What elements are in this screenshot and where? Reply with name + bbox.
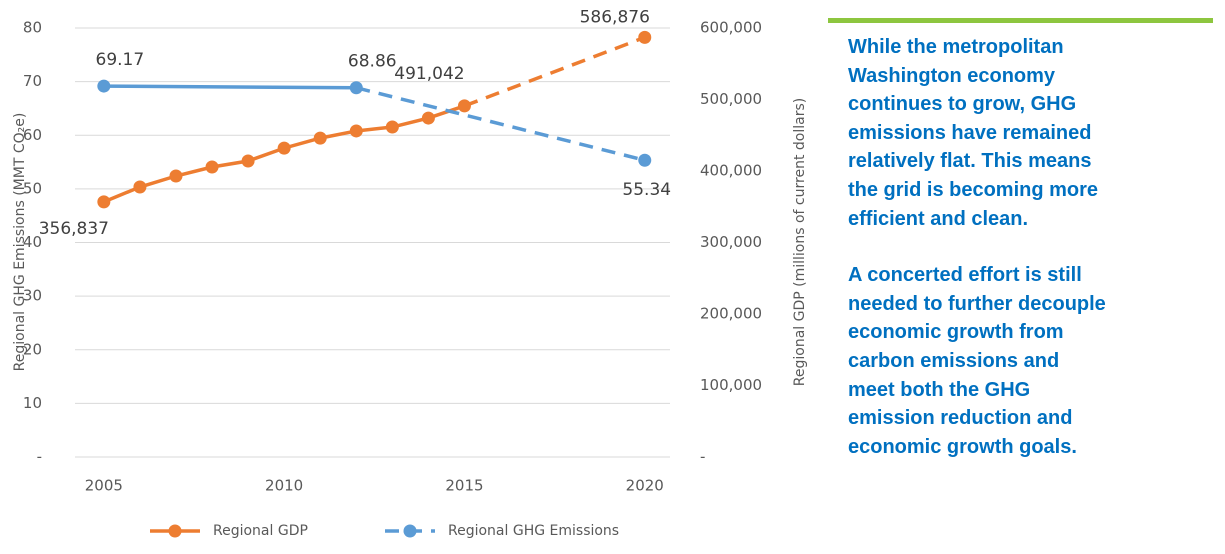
text-line: emissions have remained bbox=[848, 121, 1092, 144]
legend-marker bbox=[403, 524, 417, 538]
text-line: economic growth goals. bbox=[848, 435, 1077, 458]
marker bbox=[385, 120, 399, 134]
marker bbox=[277, 141, 291, 155]
legend-marker bbox=[168, 524, 182, 538]
marker bbox=[133, 180, 147, 194]
line-projected bbox=[355, 86, 646, 162]
accent-bar bbox=[828, 18, 1213, 23]
text-line: needed to further decouple bbox=[848, 292, 1106, 315]
text-line: economic growth from bbox=[848, 321, 1064, 344]
marker bbox=[421, 111, 435, 125]
text-line: relatively flat. This means bbox=[848, 150, 1092, 173]
data-label: 586,876 bbox=[580, 7, 650, 27]
x-tick-label: 2005 bbox=[85, 477, 123, 495]
y-tick-label: 30 bbox=[23, 287, 42, 305]
text-line: While the metropolitan bbox=[848, 36, 1064, 58]
x-tick-label: 2015 bbox=[445, 477, 483, 495]
marker bbox=[638, 153, 652, 167]
y-tick-label: 50 bbox=[23, 179, 42, 197]
text-line: Washington economy bbox=[848, 64, 1056, 87]
text-line: continues to grow, GHG bbox=[848, 93, 1077, 116]
y-tick-label: - bbox=[37, 448, 42, 466]
text-line: A concerted effort is still bbox=[848, 264, 1082, 287]
line bbox=[103, 84, 357, 90]
marker bbox=[313, 131, 327, 145]
legend-label: Regional GDP bbox=[213, 523, 308, 539]
text-line: efficient and clean. bbox=[848, 207, 1029, 230]
data-label: 68.86 bbox=[348, 52, 397, 72]
line-projected bbox=[463, 35, 646, 108]
marker bbox=[241, 154, 255, 168]
marker bbox=[97, 195, 111, 209]
marker bbox=[349, 124, 363, 138]
marker bbox=[638, 30, 652, 44]
paragraph: A concerted effort is still needed to fur… bbox=[828, 261, 1213, 461]
x-tick-label: 2010 bbox=[265, 477, 303, 495]
text-line: emission reduction and bbox=[848, 407, 1073, 430]
chart: - 10 20 30 40 50 60 70 80 - 100,000 200,000 300,000 4… bbox=[12, 7, 808, 539]
marker bbox=[97, 79, 111, 93]
y-tick-label: 20 bbox=[23, 340, 42, 358]
side-text: While the metropolitan Washington economy… bbox=[828, 18, 1213, 489]
y2-tick-label: 600,000 bbox=[700, 19, 762, 37]
data-label: 491,042 bbox=[394, 64, 464, 84]
data-label: 356,837 bbox=[39, 219, 109, 239]
marker bbox=[205, 160, 219, 174]
y-tick-label: 10 bbox=[23, 394, 42, 412]
y-axis-title: Regional GHG Emissions (MMT CO₂e) bbox=[12, 113, 28, 372]
y2-axis-title: Regional GDP (millions of current dollar… bbox=[792, 98, 808, 386]
data-label: 55.34 bbox=[622, 180, 671, 200]
marker bbox=[349, 81, 363, 95]
y-tick-label: 80 bbox=[23, 19, 42, 37]
y2-tick-label: 100,000 bbox=[700, 376, 762, 394]
y2-tick-label: 200,000 bbox=[700, 305, 762, 323]
y2-tick-label: 300,000 bbox=[700, 233, 762, 251]
legend-label: Regional GHG Emissions bbox=[448, 523, 619, 539]
y-tick-label: 60 bbox=[23, 126, 42, 144]
text-line: the grid is becoming more bbox=[848, 178, 1099, 201]
y-tick-label: 40 bbox=[23, 233, 42, 251]
marker bbox=[457, 99, 471, 113]
text-line: carbon emissions and bbox=[848, 349, 1060, 372]
x-tick-label: 2020 bbox=[626, 477, 664, 495]
marker bbox=[169, 169, 183, 183]
y2-tick-label: - bbox=[700, 448, 705, 466]
y2-tick-label: 400,000 bbox=[700, 162, 762, 180]
text-line: meet both the GHG bbox=[848, 378, 1031, 401]
data-label: 69.17 bbox=[96, 50, 145, 70]
y2-tick-label: 500,000 bbox=[700, 90, 762, 108]
paragraph: While the metropolitan Washington economy… bbox=[828, 33, 1213, 233]
y-tick-label: 70 bbox=[23, 72, 42, 90]
